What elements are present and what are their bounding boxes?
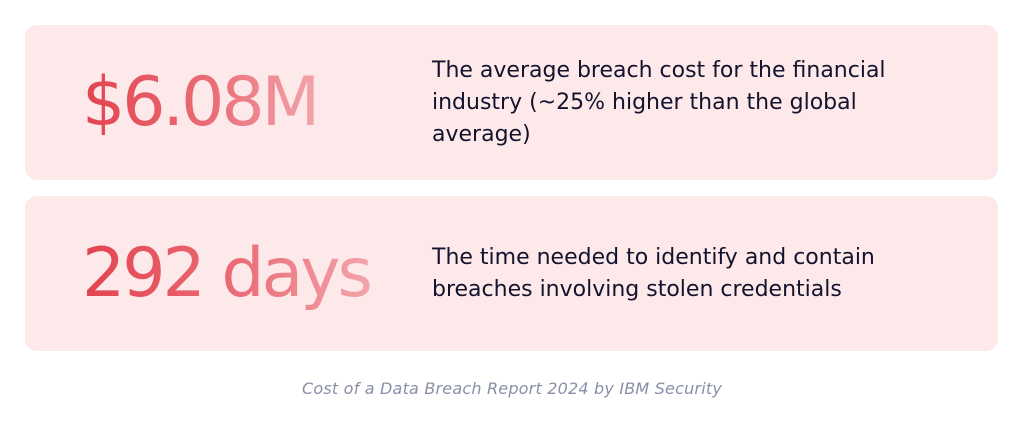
stat-value-containment-time: 292 days (82, 196, 373, 351)
stat-card-breach-cost: $6.08M The average breach cost for the f… (25, 25, 998, 180)
stat-description-containment-time: The time needed to identify and contain … (432, 244, 875, 302)
source-caption: Cost of a Data Breach Report 2024 by IBM… (301, 379, 723, 398)
stat-value-breach-cost: $6.08M (82, 25, 320, 180)
stat-card-containment-time: 292 days The time needed to identify and… (25, 196, 998, 351)
stat-description-breach-cost: The average breach cost for the financia… (432, 57, 886, 147)
